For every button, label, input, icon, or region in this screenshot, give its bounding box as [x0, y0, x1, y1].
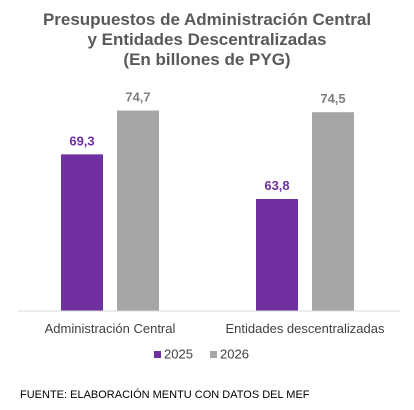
- data-label-2025-2: 63,8: [264, 178, 289, 193]
- bar-2025-1: [61, 154, 103, 311]
- bar-2026-2: [312, 112, 354, 311]
- legend-swatch-2025: [154, 351, 161, 358]
- legend-label-2026: 2026: [220, 347, 249, 362]
- legend-swatch-2026: [210, 351, 217, 358]
- chart-title: Presupuestos de Administración Centraly …: [43, 10, 371, 69]
- category-labels: Administración Central Entidades descentr…: [45, 321, 385, 336]
- data-label-2026-2: 74,5: [320, 91, 345, 106]
- bar-2026-1: [117, 110, 159, 311]
- data-label-2026-1: 74,7: [125, 90, 150, 105]
- source-note: FUENTE: ELABORACIÓN MENTU CON DATOS DEL …: [20, 388, 310, 401]
- legend-label-2025: 2025: [164, 347, 193, 362]
- category-label-1: Administración Central: [45, 321, 176, 336]
- bars: 69,3 63,8 74,7 74,5: [61, 90, 354, 311]
- category-label-2: Entidades descentralizadas: [226, 321, 385, 336]
- chart-title-line-1: Presupuestos de Administración Central: [43, 10, 371, 29]
- chart-title-line-2: y Entidades Descentralizadas: [87, 30, 326, 49]
- legend: 2025 2026: [154, 347, 249, 362]
- bar-2025-2: [256, 199, 298, 311]
- chart-title-line-3: (En billones de PYG): [123, 50, 290, 69]
- data-label-2025-1: 69,3: [69, 133, 94, 148]
